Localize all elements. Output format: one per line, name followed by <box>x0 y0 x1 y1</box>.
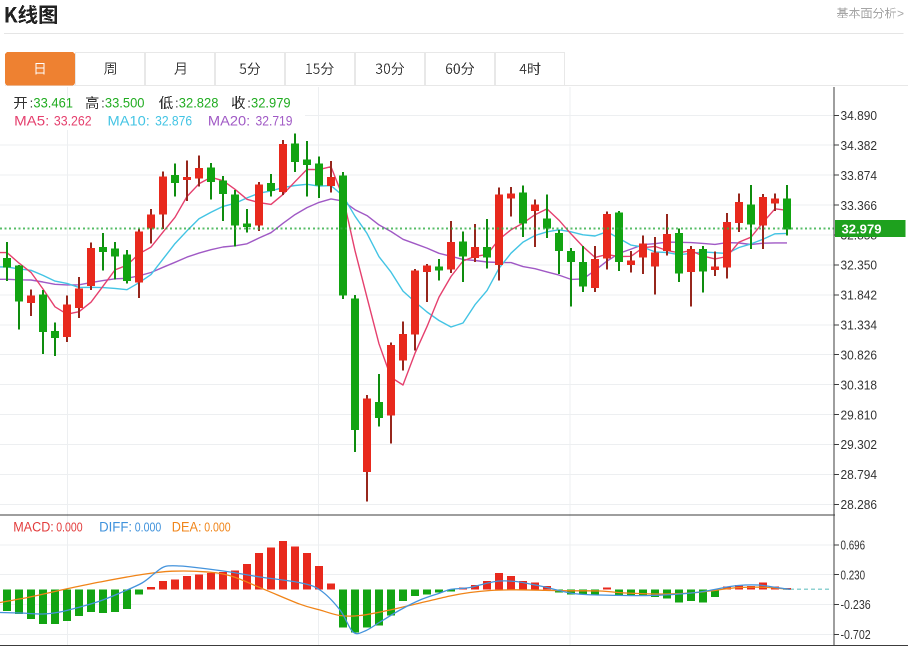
svg-text:MA10:: MA10: <box>108 113 150 129</box>
svg-text:32.876: 32.876 <box>155 114 192 129</box>
svg-text:33.500: 33.500 <box>105 96 145 111</box>
svg-text:34.890: 34.890 <box>841 108 878 123</box>
svg-text:-0.236: -0.236 <box>841 597 871 612</box>
svg-text:30.318: 30.318 <box>841 377 878 392</box>
svg-text:32.979: 32.979 <box>842 221 882 236</box>
svg-text:32.719: 32.719 <box>256 114 293 129</box>
svg-text:MA5:: MA5: <box>14 113 49 129</box>
svg-text:DEA:: DEA: <box>172 519 202 534</box>
svg-text:30.826: 30.826 <box>841 347 878 362</box>
svg-text:34.382: 34.382 <box>841 138 878 153</box>
svg-text:MA20:: MA20: <box>208 113 250 129</box>
svg-text:28.794: 28.794 <box>841 467 878 482</box>
svg-text:28.286: 28.286 <box>841 497 878 512</box>
svg-text:33.366: 33.366 <box>841 198 878 213</box>
svg-text:33.461: 33.461 <box>33 96 73 111</box>
svg-text:29.810: 29.810 <box>841 407 878 422</box>
svg-text:33.262: 33.262 <box>54 114 92 129</box>
svg-text:0.230: 0.230 <box>841 567 866 582</box>
svg-text:29.302: 29.302 <box>841 437 878 452</box>
svg-text:>: > <box>897 7 904 21</box>
svg-text:0.000: 0.000 <box>204 519 230 534</box>
svg-text:31.842: 31.842 <box>841 288 878 303</box>
svg-text:MACD:: MACD: <box>13 519 54 534</box>
svg-text:0.000: 0.000 <box>135 519 161 534</box>
svg-text:0.696: 0.696 <box>841 538 866 553</box>
svg-text:32.350: 32.350 <box>841 258 878 273</box>
svg-text::: : <box>247 96 251 111</box>
svg-text:0.000: 0.000 <box>56 519 82 534</box>
svg-text:32.979: 32.979 <box>251 96 291 111</box>
svg-text::: : <box>101 96 105 111</box>
svg-text:33.874: 33.874 <box>841 168 878 183</box>
svg-text:-0.702: -0.702 <box>841 627 871 642</box>
svg-text::: : <box>175 96 179 111</box>
svg-text:31.334: 31.334 <box>841 318 878 333</box>
svg-text:DIFF:: DIFF: <box>99 519 132 534</box>
svg-text:32.828: 32.828 <box>179 96 219 111</box>
svg-text::: : <box>30 96 34 111</box>
